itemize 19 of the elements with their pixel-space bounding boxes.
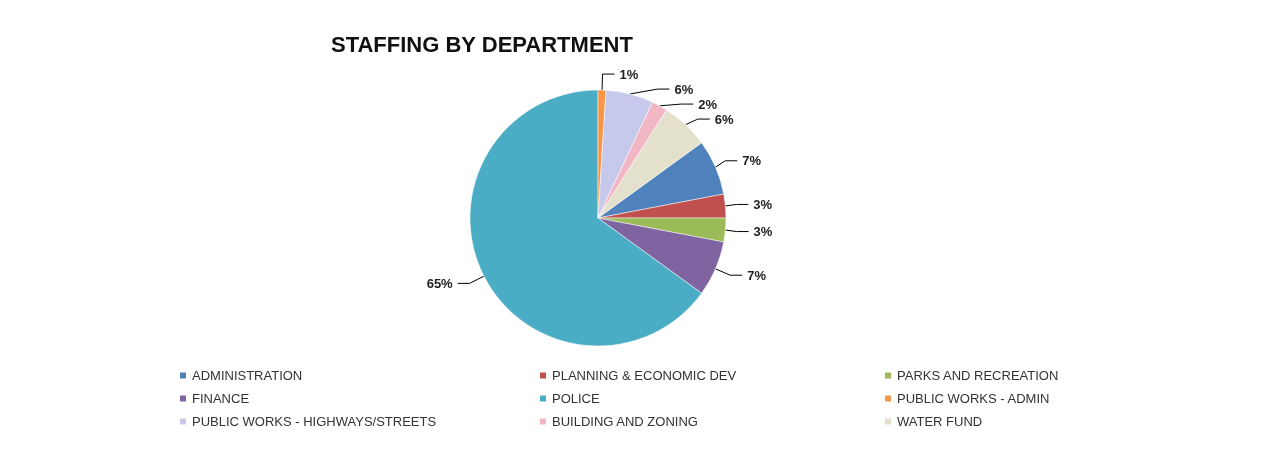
data-label: 3% bbox=[753, 224, 773, 240]
legend-label: ADMINISTRATION bbox=[192, 368, 303, 383]
legend-label: PUBLIC WORKS - ADMIN bbox=[897, 391, 1050, 406]
legend-label: PLANNING & ECONOMIC DEV bbox=[552, 368, 737, 383]
legend-label: PARKS AND RECREATION bbox=[897, 368, 1059, 383]
legend-label: BUILDING AND ZONING bbox=[552, 414, 698, 429]
data-label: 6% bbox=[674, 81, 694, 97]
data-label: 7% bbox=[742, 153, 762, 169]
data-label: 3% bbox=[753, 196, 773, 212]
legend-label: FINANCE bbox=[192, 391, 250, 406]
legend-label: POLICE bbox=[552, 391, 601, 406]
data-label: 6% bbox=[714, 111, 735, 127]
chart-title: STAFFING BY DEPARTMENT bbox=[331, 31, 634, 57]
data-label: 65% bbox=[426, 275, 454, 291]
data-label: 7% bbox=[747, 267, 767, 283]
legend-label: PUBLIC WORKS - HIGHWAYS/STREETS bbox=[192, 414, 437, 429]
data-label: 2% bbox=[698, 96, 718, 112]
legend-label: WATER FUND bbox=[897, 414, 983, 429]
data-label: 1% bbox=[619, 66, 639, 82]
